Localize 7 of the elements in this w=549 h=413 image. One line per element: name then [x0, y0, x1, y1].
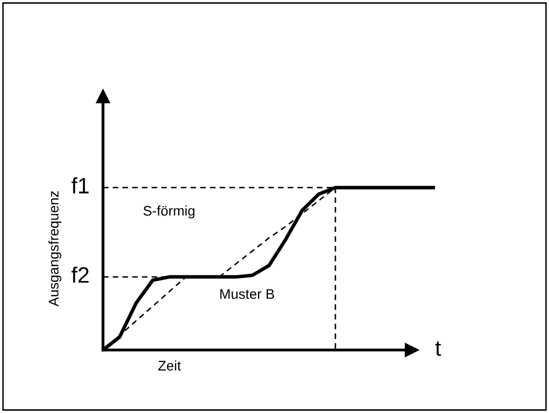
annotation: S-förmig	[143, 205, 194, 218]
ref-line-label: f2	[72, 266, 89, 283]
annotation: t	[435, 341, 442, 356]
y-axis-title: Ausgangsfrequenz	[48, 191, 62, 306]
ref-line-label: f1	[72, 177, 89, 194]
x-axis-title: Zeit	[158, 360, 181, 371]
annotation: Muster B	[220, 289, 274, 299]
